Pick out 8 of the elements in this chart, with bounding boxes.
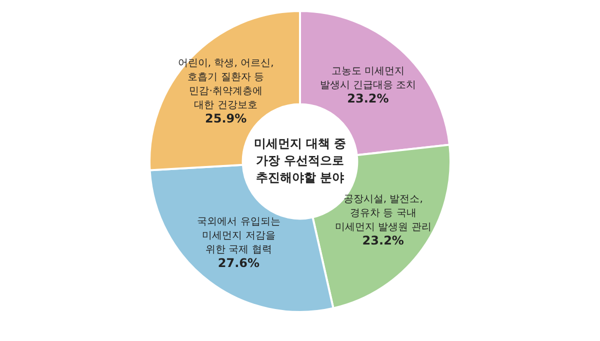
data-label: 23.2% [347, 92, 389, 106]
text: 미세먼지 대책 중 가장 우선적으로 추진해야할 분야 [254, 136, 346, 185]
slice-label: 공장시설, 발전소, 경유차 등 국내 미세먼지 발생원 관리 [334, 194, 432, 234]
slice-label: 고농도 미세먼지 발생시 긴급대응 조치 [320, 66, 416, 92]
data-label: 23.2% [362, 234, 404, 248]
data-label: 25.9% [205, 112, 247, 126]
slice-label: 국외에서 유입되는 미세먼지 저감을 위한 국제 협력 [197, 216, 280, 256]
data-label: 27.6% [218, 256, 260, 270]
